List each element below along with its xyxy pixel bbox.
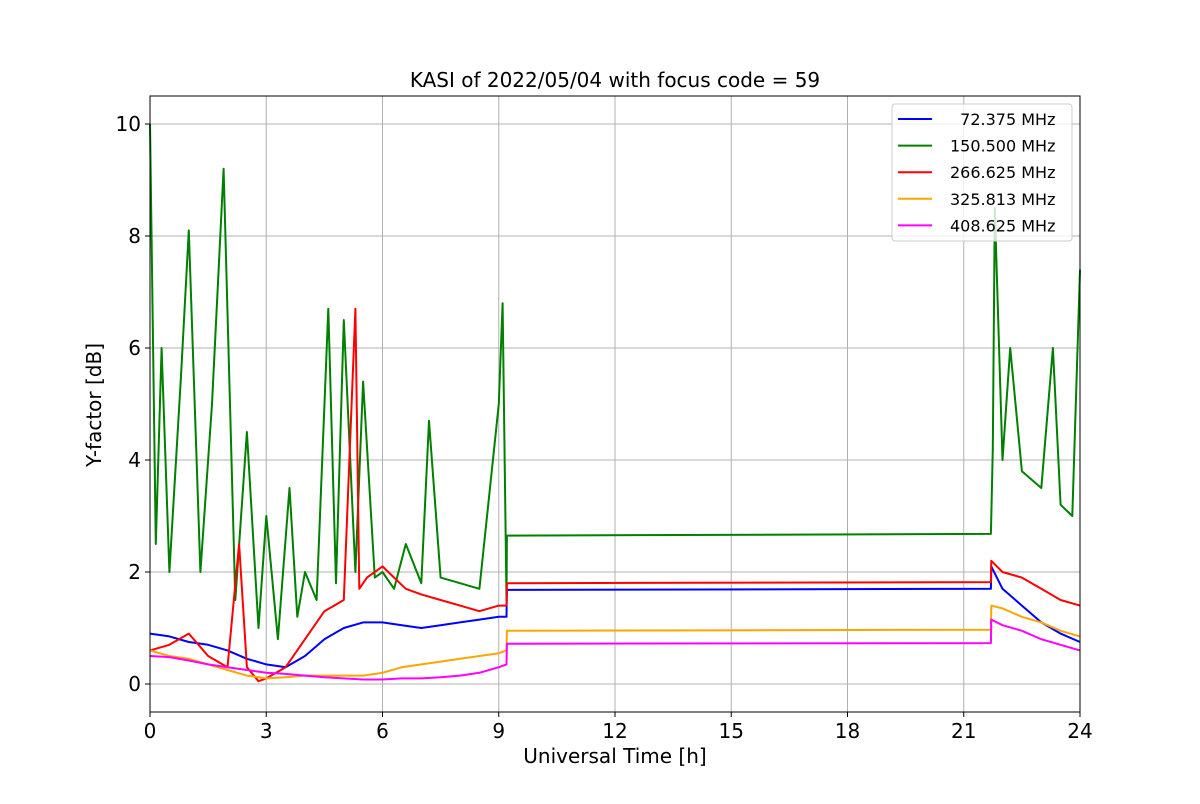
series-line-72-375-mhz xyxy=(149,565,1081,669)
legend: 72.375 MHz 150.500 MHz 266.625 MHz 325.813 … xyxy=(891,103,1073,242)
x-axis-label: Universal Time [h] xyxy=(523,744,706,768)
y-axis-ticks: 0 2 4 6 8 10 xyxy=(116,112,150,696)
series-lines xyxy=(149,123,1081,683)
series-line-266-625-mhz xyxy=(149,307,1081,683)
x-axis-ticks: 0 3 6 9 12 15 18 21 24 xyxy=(144,712,1093,743)
y-tick-label: 0 xyxy=(128,672,141,696)
chart-title: KASI of 2022/05/04 with focus code = 59 xyxy=(410,68,820,92)
x-tick-label: 0 xyxy=(144,719,157,743)
legend-entry-label: 266.625 MHz xyxy=(950,163,1055,182)
series-line-408-625-mhz xyxy=(149,618,1081,681)
legend-entry-label: 408.625 MHz xyxy=(950,216,1055,235)
legend-entry-label: 325.813 MHz xyxy=(950,190,1055,209)
series-line-150-500-mhz xyxy=(149,123,1081,641)
y-tick-label: 6 xyxy=(128,336,141,360)
series-line-325-813-mhz xyxy=(149,604,1081,680)
x-tick-label: 9 xyxy=(492,719,505,743)
x-tick-label: 12 xyxy=(602,719,627,743)
x-tick-label: 21 xyxy=(951,719,976,743)
y-axis-label: Y-factor [dB] xyxy=(82,343,106,468)
x-tick-label: 3 xyxy=(260,719,273,743)
y-tick-label: 10 xyxy=(116,112,141,136)
y-tick-label: 8 xyxy=(128,224,141,248)
x-tick-label: 15 xyxy=(719,719,744,743)
legend-entry-label: 150.500 MHz xyxy=(950,137,1055,156)
y-tick-label: 4 xyxy=(128,448,141,472)
y-tick-label: 2 xyxy=(128,560,141,584)
x-tick-label: 24 xyxy=(1067,719,1092,743)
x-tick-label: 18 xyxy=(835,719,860,743)
legend-entry-label: 72.375 MHz xyxy=(950,110,1055,129)
legend-box xyxy=(891,103,1073,242)
x-tick-label: 6 xyxy=(376,719,389,743)
